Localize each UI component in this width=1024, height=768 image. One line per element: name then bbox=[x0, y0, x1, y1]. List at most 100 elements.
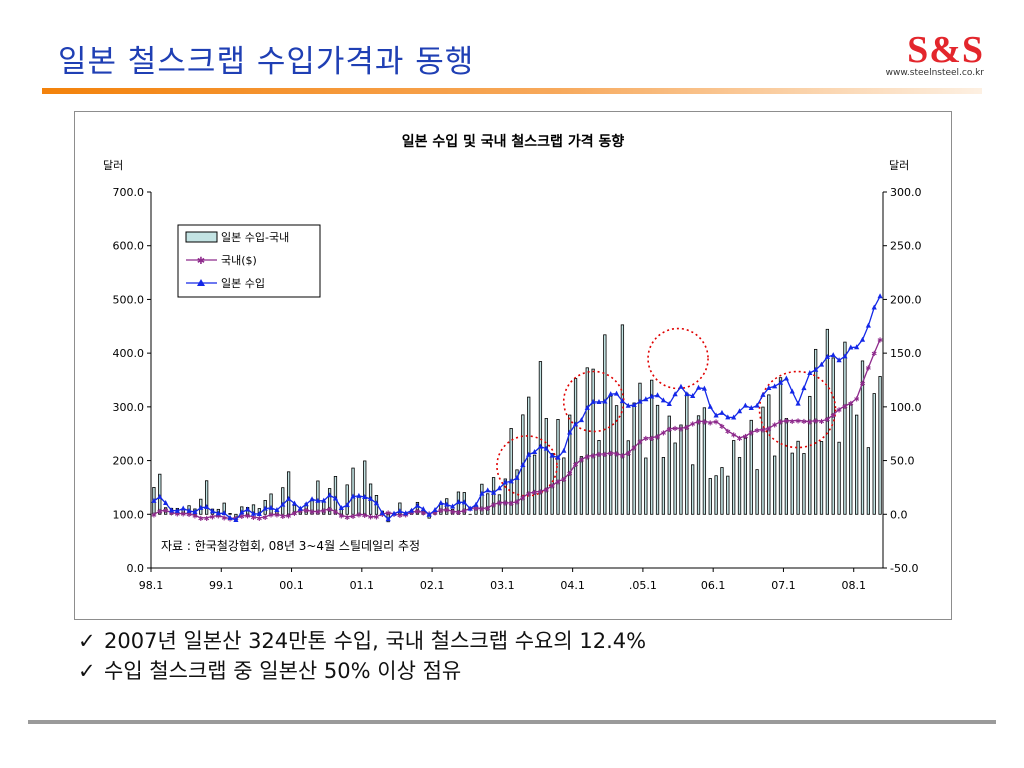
import-point bbox=[245, 506, 251, 512]
logo-url: www.steelnsteel.co.kr bbox=[885, 68, 984, 78]
bar bbox=[568, 414, 572, 515]
bar bbox=[632, 402, 636, 515]
domestic-point: ✱ bbox=[877, 336, 883, 344]
import-point bbox=[631, 402, 637, 408]
domestic-point: ✱ bbox=[813, 418, 819, 426]
bar bbox=[673, 442, 677, 515]
import-point bbox=[578, 417, 585, 423]
domestic-point: ✱ bbox=[204, 515, 210, 523]
chart-axes: 0.0 100.0 200.0 300.0 400.0 500.0 600.0 700.0 -5… bbox=[113, 186, 922, 592]
bar bbox=[591, 368, 595, 515]
bar bbox=[714, 475, 718, 515]
bar bbox=[825, 328, 829, 515]
bar bbox=[726, 475, 730, 515]
domestic-point: ✱ bbox=[795, 417, 801, 425]
import-point bbox=[379, 510, 385, 516]
import-point bbox=[514, 474, 520, 480]
domestic-point: ✱ bbox=[251, 514, 257, 522]
domestic-point: ✱ bbox=[848, 400, 854, 408]
bar bbox=[720, 467, 724, 515]
import-point bbox=[590, 398, 596, 404]
highlight-circle bbox=[758, 370, 837, 449]
import-point bbox=[455, 499, 462, 505]
domestic-point: ✱ bbox=[292, 510, 298, 518]
import-point bbox=[198, 504, 204, 510]
bar bbox=[761, 406, 765, 515]
domestic-point: ✱ bbox=[491, 502, 497, 510]
import-point bbox=[397, 508, 403, 514]
y-left-tick-label: 600.0 bbox=[113, 240, 145, 253]
import-point bbox=[303, 501, 309, 507]
import-point bbox=[701, 385, 707, 391]
import-point bbox=[807, 370, 813, 376]
import-point bbox=[473, 501, 479, 507]
footer-divider bbox=[28, 720, 996, 724]
y-left-tick-label: 700.0 bbox=[113, 186, 145, 199]
import-point bbox=[186, 507, 192, 513]
import-point bbox=[362, 494, 368, 500]
import-point bbox=[854, 344, 860, 350]
import-point bbox=[748, 405, 754, 411]
import-point bbox=[783, 375, 789, 381]
import-point bbox=[315, 497, 321, 503]
bar bbox=[579, 456, 584, 515]
bar bbox=[509, 428, 513, 515]
domestic-point: ✱ bbox=[871, 350, 877, 358]
bar bbox=[802, 453, 806, 515]
bar bbox=[573, 378, 578, 515]
domestic-point: ✱ bbox=[502, 500, 508, 508]
import-point bbox=[795, 400, 801, 406]
bar bbox=[562, 457, 566, 515]
bar bbox=[849, 403, 853, 515]
domestic-point: ✱ bbox=[578, 457, 584, 465]
slide-title: 일본 철스크랩 수입가격과 동행 bbox=[58, 44, 475, 80]
bar bbox=[333, 475, 338, 515]
import-point bbox=[836, 357, 842, 363]
domestic-point: ✱ bbox=[432, 509, 438, 517]
import-point bbox=[742, 402, 748, 408]
bar bbox=[831, 357, 835, 515]
import-point bbox=[830, 352, 836, 358]
import-point bbox=[268, 504, 274, 510]
domestic-point: ✱ bbox=[696, 418, 702, 426]
x-tick-label: 01.1 bbox=[350, 579, 375, 592]
domestic-point: ✱ bbox=[239, 513, 245, 521]
domestic-point: ✱ bbox=[379, 511, 385, 519]
x-tick-label: .05.1 bbox=[629, 579, 657, 592]
domestic-point: ✱ bbox=[274, 511, 280, 519]
import-point bbox=[561, 447, 567, 453]
x-tick-label: 06.1 bbox=[701, 579, 726, 592]
domestic-point: ✱ bbox=[192, 512, 198, 520]
domestic-point: ✱ bbox=[801, 418, 807, 426]
import-point bbox=[736, 408, 743, 414]
import-point bbox=[286, 495, 292, 501]
bar bbox=[837, 441, 841, 515]
domestic-point: ✱ bbox=[602, 451, 608, 459]
bar bbox=[737, 457, 742, 515]
chart-title: 일본 수입 및 국내 철스크랩 가격 동향 bbox=[402, 133, 625, 150]
import-point bbox=[719, 409, 725, 415]
bullet-text: 수입 철스크랩 중 일본산 50% 이상 점유 bbox=[104, 659, 462, 683]
domestic-point: ✱ bbox=[766, 425, 772, 433]
import-point bbox=[356, 492, 362, 498]
bar bbox=[790, 452, 794, 515]
brand-logo: S&S www.steelnsteel.co.kr bbox=[864, 30, 984, 78]
bar bbox=[878, 376, 882, 515]
domestic-point: ✱ bbox=[157, 508, 163, 516]
import-point bbox=[280, 501, 286, 507]
bar bbox=[784, 418, 789, 515]
bar bbox=[767, 394, 771, 515]
domestic-point: ✱ bbox=[748, 430, 754, 438]
import-point bbox=[801, 385, 807, 391]
domestic-point: ✱ bbox=[174, 511, 180, 519]
domestic-point: ✱ bbox=[561, 476, 567, 484]
import-point bbox=[859, 336, 866, 342]
domestic-point: ✱ bbox=[496, 500, 502, 508]
domestic-point: ✱ bbox=[778, 419, 784, 427]
domestic-point: ✱ bbox=[221, 514, 227, 522]
x-tick-label: 07.1 bbox=[771, 579, 796, 592]
domestic-point: ✱ bbox=[555, 478, 561, 486]
y-left-unit: 달러 bbox=[103, 159, 123, 172]
import-point bbox=[461, 499, 467, 505]
bullet-item: ✓ 2007년 일본산 324만톤 수입, 국내 철스크랩 수요의 12.4% bbox=[78, 626, 646, 656]
